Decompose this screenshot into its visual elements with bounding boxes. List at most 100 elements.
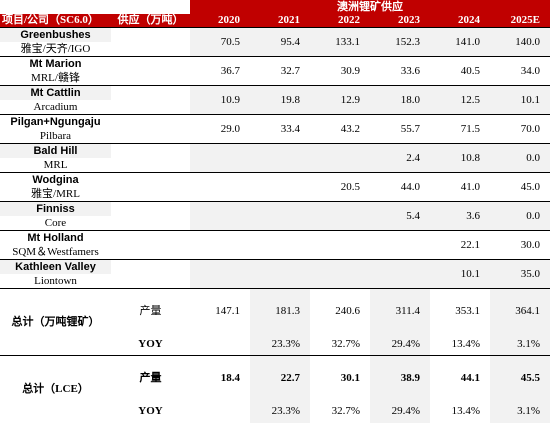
supply-value: 133.1 (310, 27, 370, 57)
supply-value: 45.0 (490, 172, 550, 202)
total-metric-label: 产量 (111, 288, 190, 334)
supply-value: 34.0 (490, 56, 550, 86)
project-name: Mt Cattlin (0, 85, 111, 100)
supply-value: 18.0 (370, 85, 430, 115)
total-metric-label: 产量 (111, 355, 190, 401)
year-header: 2021 (250, 14, 310, 28)
supply-value: 10.1 (490, 85, 550, 115)
project-owner: SQM＆Westfamers (12, 245, 99, 258)
project-owner: MRL (43, 158, 68, 171)
total-value: 147.1 (190, 288, 250, 334)
supply-value (370, 230, 430, 260)
project-owner-row: Liontown (0, 274, 550, 289)
project-owner: Pilbara (39, 129, 72, 142)
supply-value: 2.4 (370, 143, 430, 173)
supply-value (310, 230, 370, 260)
project-name: Mt Marion (0, 56, 111, 71)
project-company-header: 项目/公司（SC6.0） (0, 14, 111, 28)
total-label: 总计（LCE） (0, 355, 111, 423)
table-title: 澳洲锂矿供应 (190, 0, 550, 14)
total-value: 181.3 (250, 288, 310, 334)
project-owner-row: Pilbara (0, 129, 550, 144)
project-name: Greenbushes (0, 27, 111, 42)
total-value: 29.4% (370, 333, 430, 356)
total-value (190, 334, 250, 356)
empty-cell (111, 230, 190, 260)
supply-value (250, 230, 310, 260)
supply-value: 44.0 (370, 172, 430, 202)
supply-value: 152.3 (370, 27, 430, 57)
supply-value: 0.0 (490, 143, 550, 173)
total-metric-label: YOY (138, 405, 163, 417)
total-value: 32.7% (331, 405, 360, 417)
supply-value: 12.9 (310, 85, 370, 115)
header-row: 项目/公司（SC6.0） 供应（万吨） 2020 2021 2022 2023 … (0, 14, 550, 28)
empty-cell (111, 201, 190, 231)
total-value: 240.6 (310, 288, 370, 334)
project-owner-row: 雅宝/天齐/IGO (0, 42, 550, 57)
total-value: 38.9 (370, 355, 430, 401)
total-value: 353.1 (430, 288, 490, 334)
supply-value: 3.6 (430, 201, 490, 231)
empty-cell (111, 85, 190, 115)
total-row: 总计（万吨锂矿） 产量 147.1 181.3 240.6 311.4 353.1 364.1 (0, 288, 550, 356)
supply-value: 70.5 (190, 27, 250, 57)
project-owner-row: Core (0, 216, 550, 231)
supply-value: 33.6 (370, 56, 430, 86)
supply-value (370, 259, 430, 289)
project-owner: MRL/赣锋 (31, 71, 80, 84)
project-name-row: Mt Cattlin 10.9 19.8 12.9 18.0 12.5 10.1 (0, 85, 550, 115)
year-header: 2025E (490, 14, 550, 28)
supply-value: 22.1 (430, 230, 490, 260)
supply-value: 29.0 (190, 114, 250, 144)
supply-value (190, 201, 250, 231)
total-row: YOY 23.3% 32.7% 29.4% 13.4% 3.1% (0, 333, 550, 356)
supply-value (250, 259, 310, 289)
total-value: 311.4 (370, 288, 430, 334)
supply-value (310, 143, 370, 173)
supply-value: 140.0 (490, 27, 550, 57)
year-header: 2022 (310, 14, 370, 28)
total-value: 29.4% (370, 400, 430, 423)
empty-cell (111, 143, 190, 173)
supply-value (190, 143, 250, 173)
project-name-row: Mt Holland 22.1 30.0 (0, 230, 550, 260)
supply-value (250, 143, 310, 173)
supply-value (190, 172, 250, 202)
supply-value: 10.1 (430, 259, 490, 289)
supply-value: 36.7 (190, 56, 250, 86)
project-name: Kathleen Valley (0, 259, 111, 274)
total-value: 44.1 (430, 355, 490, 401)
project-owner: Arcadium (33, 100, 78, 113)
project-name: Pilgan+Ngungaju (0, 114, 111, 129)
project-owner: 雅宝/MRL (31, 187, 80, 200)
total-label: 总计（万吨锂矿） (0, 288, 111, 356)
supply-value: 35.0 (490, 259, 550, 289)
supply-value: 19.8 (250, 85, 310, 115)
project-owner-row: SQM＆Westfamers (0, 245, 550, 260)
supply-value: 20.5 (310, 172, 370, 202)
year-header: 2024 (430, 14, 490, 28)
project-name-row: Kathleen Valley 10.1 35.0 (0, 259, 550, 289)
supply-value (310, 201, 370, 231)
project-owner-row: Arcadium (0, 100, 550, 115)
supply-value (250, 201, 310, 231)
project-name-row: Pilgan+Ngungaju 29.0 33.4 43.2 55.7 71.5 70.0 (0, 114, 550, 144)
empty-cell (111, 56, 190, 86)
supply-value: 30.0 (490, 230, 550, 260)
supply-value: 43.2 (310, 114, 370, 144)
supply-value: 10.8 (430, 143, 490, 173)
empty-cell (111, 114, 190, 144)
supply-value: 70.0 (490, 114, 550, 144)
total-value (190, 401, 250, 423)
year-header: 2023 (370, 14, 430, 28)
total-value: 18.4 (190, 355, 250, 401)
supply-value: 40.5 (430, 56, 490, 86)
project-name: Wodgina (0, 172, 111, 187)
total-value: 45.5 (490, 355, 550, 401)
project-owner: Core (44, 216, 67, 229)
supply-value (190, 259, 250, 289)
project-name: Finniss (0, 201, 111, 216)
supply-value: 32.7 (250, 56, 310, 86)
